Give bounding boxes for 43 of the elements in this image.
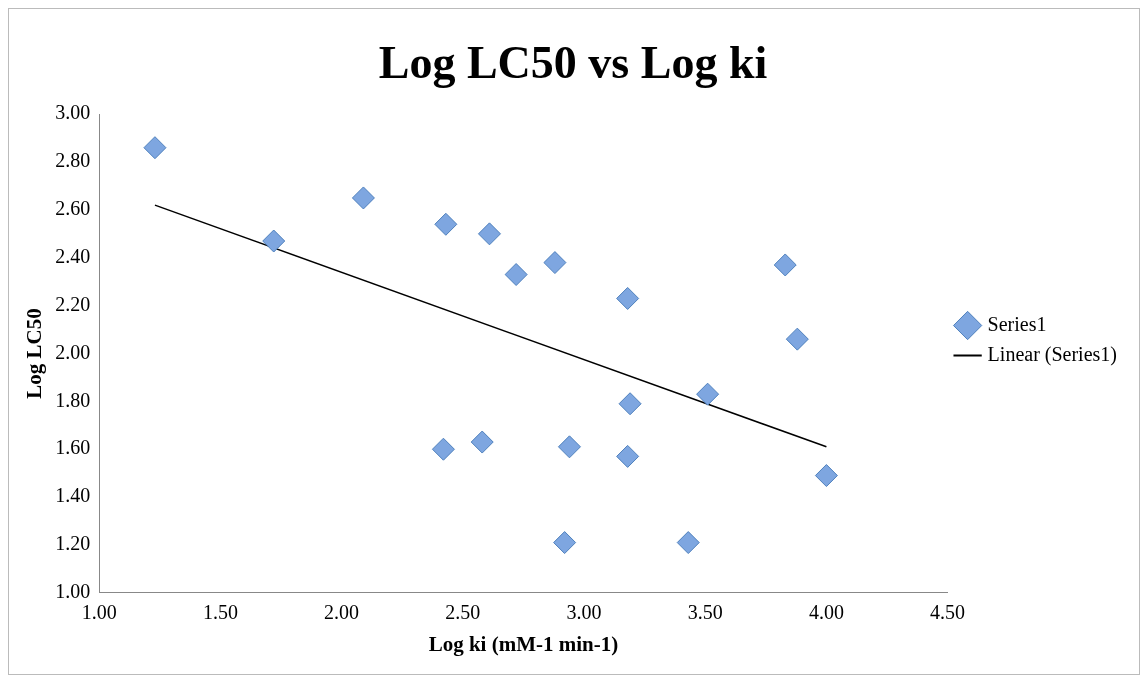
legend-label: Linear (Series1) xyxy=(987,342,1118,366)
x-tick-label: 3.00 xyxy=(566,601,602,624)
x-axis-title: Log ki (mM-1 min-1) xyxy=(428,631,619,656)
point xyxy=(504,263,528,287)
y-tick-label: 1.00 xyxy=(55,580,91,603)
point xyxy=(814,464,838,488)
point xyxy=(431,437,455,461)
point xyxy=(262,229,286,253)
point xyxy=(543,251,567,275)
y-tick-label: 1.20 xyxy=(55,532,91,555)
point xyxy=(557,435,581,459)
y-tick-label: 2.60 xyxy=(55,197,91,220)
point xyxy=(434,212,458,236)
x-tick-label: 4.50 xyxy=(930,601,966,624)
y-tick-label: 1.60 xyxy=(55,436,91,459)
point xyxy=(773,253,797,277)
point xyxy=(553,531,577,555)
point xyxy=(143,136,167,160)
point xyxy=(616,444,640,468)
x-tick-label: 2.50 xyxy=(445,601,481,624)
y-tick-label: 2.00 xyxy=(55,340,91,363)
x-tick-label: 1.50 xyxy=(202,601,238,624)
y-tick-label: 2.40 xyxy=(55,245,91,268)
point xyxy=(351,186,375,210)
legend-label: Series1 xyxy=(987,312,1047,335)
y-tick-label: 3.00 xyxy=(55,101,91,124)
y-tick-label: 2.80 xyxy=(55,149,91,172)
point xyxy=(616,286,640,310)
y-axis-title: Log LC50 xyxy=(22,308,47,399)
point xyxy=(785,327,809,351)
point xyxy=(470,430,494,454)
point xyxy=(618,392,642,416)
x-tick-label: 2.00 xyxy=(324,601,360,624)
point xyxy=(696,382,720,406)
point xyxy=(477,222,501,246)
chart-title: Log LC50 vs Log ki xyxy=(378,37,768,89)
y-tick-label: 2.20 xyxy=(55,292,91,315)
y-tick-label: 1.80 xyxy=(55,388,91,411)
x-tick-label: 3.50 xyxy=(687,601,723,624)
point xyxy=(676,531,700,555)
x-tick-label: 4.00 xyxy=(808,601,844,624)
x-tick-label: 1.00 xyxy=(81,601,117,624)
y-tick-label: 1.40 xyxy=(55,484,91,507)
